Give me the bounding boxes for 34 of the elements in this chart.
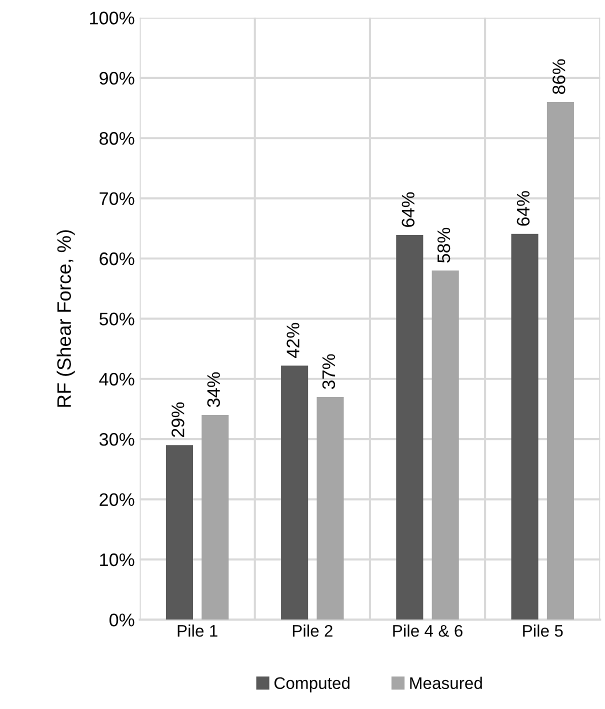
data-label: 29% — [172, 402, 184, 437]
bar — [202, 415, 229, 620]
y-tick-label: 100% — [90, 12, 134, 24]
data-label: 37% — [322, 354, 336, 390]
y-axis-title: RF (Shear Force, %) — [56, 230, 75, 407]
bar — [432, 270, 459, 620]
x-tick-label: Pile 5 — [523, 624, 563, 637]
bar — [396, 235, 424, 620]
x-tick-label: Pile 1 — [178, 624, 218, 637]
bar — [316, 396, 344, 620]
y-tick-label: 70% — [100, 192, 134, 206]
data-label: 86% — [552, 59, 566, 94]
bar — [511, 234, 538, 620]
data-label: 34% — [207, 372, 220, 408]
y-tick-label: 60% — [100, 252, 134, 266]
data-label: 58% — [437, 228, 450, 263]
x-tick-label: Pile 4 & 6 — [393, 624, 462, 637]
legend-label: Computed — [274, 676, 350, 692]
x-tick-label: Pile 2 — [292, 624, 332, 637]
data-label: 42% — [286, 322, 300, 358]
data-label: 64% — [516, 191, 530, 226]
bar — [546, 102, 574, 620]
y-tick-label: 30% — [99, 433, 134, 446]
y-tick-label: 10% — [100, 553, 134, 566]
y-tick-label: 40% — [99, 372, 134, 386]
data-label: 64% — [402, 192, 415, 227]
y-tick-label: 80% — [100, 132, 134, 145]
y-tick-label: 20% — [100, 493, 134, 506]
y-tick-label: 0% — [110, 614, 134, 626]
legend-label: Measured — [410, 676, 482, 690]
y-tick-label: 50% — [99, 312, 134, 326]
bar — [281, 366, 308, 620]
bar — [166, 445, 193, 620]
y-tick-label: 90% — [100, 72, 134, 85]
